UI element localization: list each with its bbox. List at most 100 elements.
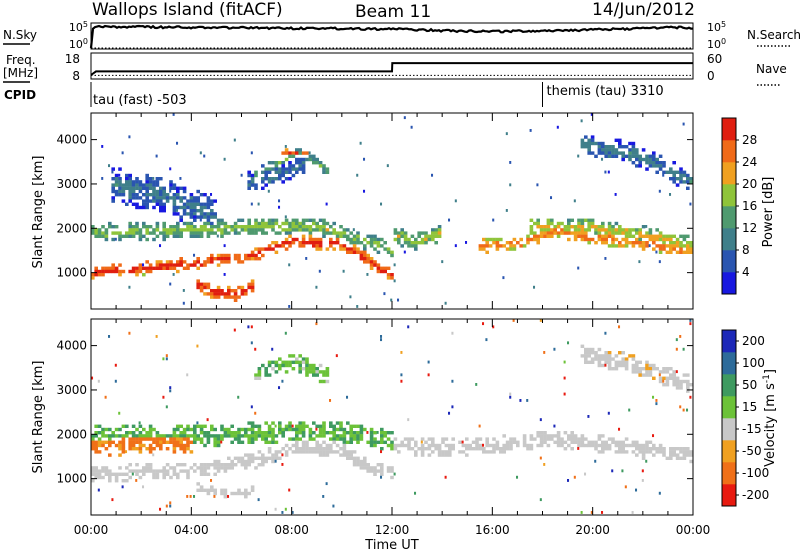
range-time-cell bbox=[114, 173, 119, 178]
range-time-cell bbox=[196, 209, 200, 213]
range-time-cell bbox=[403, 231, 408, 235]
range-time-cell bbox=[352, 247, 357, 251]
colorbar-tick-label: 100 bbox=[742, 356, 765, 370]
range-time-cell bbox=[172, 466, 177, 470]
range-time-cell bbox=[118, 173, 121, 177]
range-time-cell bbox=[410, 234, 415, 238]
range-time-cell bbox=[182, 437, 187, 441]
range-time-cell bbox=[366, 260, 370, 264]
range-time-cell bbox=[278, 225, 282, 229]
range-time-cell bbox=[669, 450, 673, 454]
range-time-cell bbox=[281, 170, 285, 174]
range-time-cell bbox=[240, 285, 245, 290]
range-time-cell bbox=[128, 285, 131, 289]
range-time-cell bbox=[196, 437, 200, 441]
colorbar-tick-label: -50 bbox=[742, 444, 762, 458]
range-time-cell bbox=[172, 231, 177, 235]
range-time-cell bbox=[614, 360, 619, 364]
range-time-cell bbox=[407, 440, 411, 444]
range-time-cell bbox=[148, 437, 153, 441]
range-time-cell bbox=[284, 177, 289, 181]
range-time-cell bbox=[271, 241, 275, 245]
range-time-cell bbox=[223, 488, 228, 492]
range-time-cell bbox=[145, 237, 149, 242]
range-time-cell bbox=[312, 437, 316, 441]
range-time-cell bbox=[172, 440, 177, 444]
range-time-cell bbox=[641, 373, 646, 377]
range-time-cell bbox=[155, 193, 160, 197]
range-time-cell bbox=[516, 440, 520, 444]
range-time-cell bbox=[128, 193, 132, 197]
range-time-cell bbox=[672, 453, 676, 457]
range-time-cell bbox=[199, 424, 204, 428]
range-time-cell bbox=[162, 209, 166, 213]
range-time-cell bbox=[590, 351, 595, 355]
range-time-cell bbox=[363, 257, 367, 261]
range-time-cell bbox=[322, 424, 326, 428]
range-time-cell bbox=[584, 237, 588, 242]
range-time-cell bbox=[536, 237, 540, 242]
range-time-cell bbox=[556, 221, 561, 226]
range-time-cell bbox=[607, 225, 612, 229]
range-time-cell bbox=[250, 405, 253, 409]
range-time-cell bbox=[162, 231, 166, 235]
range-time-cell bbox=[315, 367, 319, 371]
range-time-cell bbox=[135, 177, 139, 181]
range-time-cell bbox=[359, 424, 364, 428]
range-time-cell bbox=[587, 237, 591, 242]
range-time-cell bbox=[451, 443, 455, 448]
range-time-cell bbox=[628, 408, 631, 412]
range-time-cell bbox=[669, 177, 673, 181]
range-time-cell bbox=[274, 507, 277, 511]
range-time-cell bbox=[291, 151, 296, 155]
range-time-cell bbox=[305, 151, 309, 155]
range-time-cell bbox=[125, 472, 129, 476]
range-time-cell bbox=[686, 234, 690, 238]
range-time-cell bbox=[635, 164, 639, 168]
range-time-cell bbox=[689, 322, 692, 326]
range-time-cell bbox=[179, 231, 183, 235]
range-time-cell bbox=[618, 447, 622, 451]
range-time-cell bbox=[655, 250, 658, 254]
range-time-cell bbox=[427, 234, 432, 238]
range-time-cell bbox=[193, 424, 197, 428]
range-time-cell bbox=[128, 231, 132, 235]
range-time-cell bbox=[686, 186, 690, 190]
range-time-cell bbox=[138, 434, 143, 438]
range-time-cell bbox=[546, 218, 551, 222]
range-time-cell bbox=[91, 479, 95, 483]
colorbar-tick-label: -200 bbox=[742, 488, 769, 502]
range-time-cell bbox=[342, 440, 347, 444]
range-time-cell bbox=[312, 450, 316, 454]
range-time-cell bbox=[607, 154, 612, 158]
range-time-cell bbox=[332, 424, 336, 428]
range-time-cell bbox=[237, 257, 241, 261]
range-time-cell bbox=[152, 427, 156, 432]
range-time-cell bbox=[257, 221, 262, 226]
range-time-cell bbox=[298, 148, 302, 152]
range-time-cell bbox=[254, 373, 258, 377]
range-time-cell bbox=[298, 228, 302, 232]
range-time-cell bbox=[543, 431, 547, 435]
range-time-cell bbox=[247, 218, 251, 222]
range-time-cell bbox=[308, 447, 313, 451]
range-time-cell bbox=[461, 440, 464, 444]
range-time-cell bbox=[587, 440, 591, 444]
range-time-cell bbox=[101, 469, 105, 473]
range-time-cell bbox=[135, 447, 139, 451]
range-time-cell bbox=[135, 202, 139, 206]
range-time-cell bbox=[172, 427, 177, 432]
range-time-cell bbox=[284, 241, 289, 245]
range-time-cell bbox=[145, 431, 149, 435]
range-time-cell bbox=[641, 479, 644, 482]
range-time-cell bbox=[142, 466, 146, 470]
range-time-cell bbox=[614, 231, 619, 235]
range-time-cell bbox=[176, 209, 179, 212]
range-time-cell bbox=[165, 263, 170, 267]
range-time-cell bbox=[318, 443, 323, 448]
range-time-cell bbox=[128, 469, 132, 473]
range-time-cell bbox=[352, 463, 357, 467]
range-time-cell bbox=[641, 469, 644, 473]
range-time-cell bbox=[199, 193, 204, 197]
range-time-cell bbox=[301, 170, 306, 174]
